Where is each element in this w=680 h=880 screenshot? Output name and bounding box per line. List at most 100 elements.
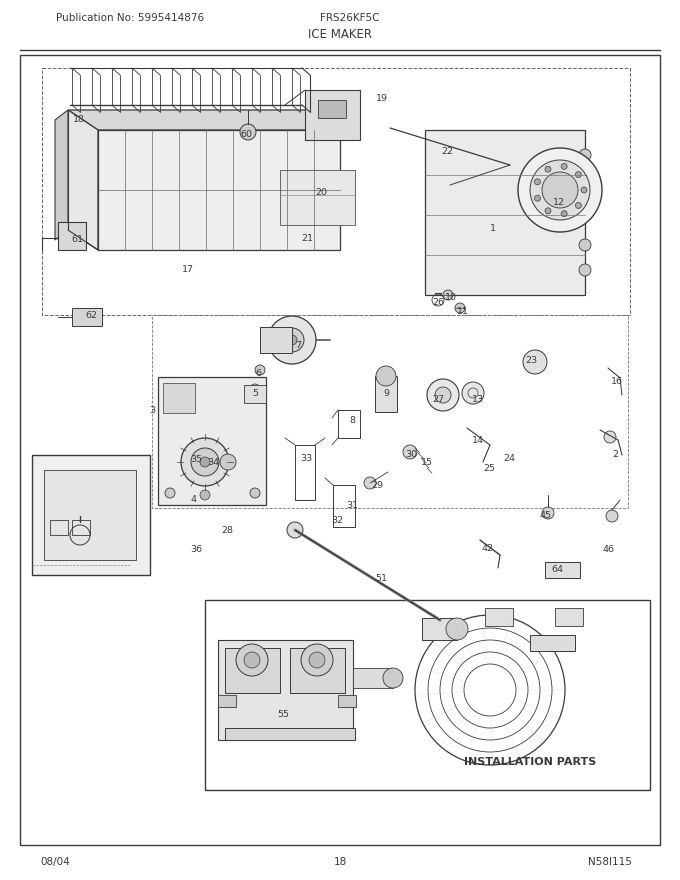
Bar xyxy=(260,327,292,353)
Circle shape xyxy=(383,668,403,688)
Text: 60: 60 xyxy=(240,129,252,138)
Bar xyxy=(333,485,355,527)
Text: 36: 36 xyxy=(190,545,202,554)
Text: 46: 46 xyxy=(603,545,615,554)
Text: 16: 16 xyxy=(611,377,623,385)
Bar xyxy=(32,455,150,575)
Bar xyxy=(338,410,360,438)
Text: 34: 34 xyxy=(207,458,219,466)
Circle shape xyxy=(200,490,210,500)
Circle shape xyxy=(364,477,376,489)
Circle shape xyxy=(530,160,590,220)
Bar xyxy=(20,55,660,845)
Bar xyxy=(425,130,585,295)
Circle shape xyxy=(443,290,453,300)
Circle shape xyxy=(561,164,567,169)
Bar xyxy=(555,608,583,626)
Text: 15: 15 xyxy=(421,458,433,466)
Circle shape xyxy=(545,208,551,214)
Circle shape xyxy=(579,264,591,276)
Text: 18: 18 xyxy=(333,857,347,867)
Circle shape xyxy=(435,387,451,403)
Circle shape xyxy=(220,454,236,470)
Polygon shape xyxy=(68,110,340,130)
Bar xyxy=(485,608,513,626)
Text: 61: 61 xyxy=(71,234,83,244)
Bar xyxy=(205,600,650,790)
Bar xyxy=(244,385,266,403)
Circle shape xyxy=(579,149,591,161)
Circle shape xyxy=(581,187,587,193)
Circle shape xyxy=(455,303,465,313)
Circle shape xyxy=(255,365,265,375)
Bar xyxy=(158,377,266,505)
Text: 1: 1 xyxy=(490,224,496,232)
Circle shape xyxy=(561,210,567,216)
Text: 3: 3 xyxy=(149,406,155,414)
Bar xyxy=(545,562,580,578)
Circle shape xyxy=(523,350,547,374)
Text: 6: 6 xyxy=(255,369,261,378)
Circle shape xyxy=(287,335,297,345)
Circle shape xyxy=(200,457,210,467)
Text: 22: 22 xyxy=(441,146,453,156)
Circle shape xyxy=(542,507,554,519)
Text: 32: 32 xyxy=(331,516,343,524)
Bar xyxy=(218,640,353,740)
Circle shape xyxy=(376,366,396,386)
Circle shape xyxy=(301,644,333,676)
Text: 29: 29 xyxy=(371,480,383,489)
Text: 2: 2 xyxy=(612,450,618,458)
Text: N58I115: N58I115 xyxy=(588,857,632,867)
Circle shape xyxy=(191,448,219,476)
Text: 8: 8 xyxy=(349,415,355,424)
Polygon shape xyxy=(98,130,340,250)
Circle shape xyxy=(575,202,581,209)
Bar xyxy=(318,100,346,118)
Circle shape xyxy=(244,652,260,668)
Circle shape xyxy=(542,172,578,208)
Text: 11: 11 xyxy=(457,306,469,316)
Circle shape xyxy=(604,431,616,443)
Text: 7: 7 xyxy=(295,341,301,349)
Circle shape xyxy=(534,195,541,202)
Bar xyxy=(58,222,86,250)
Bar xyxy=(72,308,102,326)
Text: 30: 30 xyxy=(405,450,417,458)
Text: 10: 10 xyxy=(445,292,457,302)
Circle shape xyxy=(268,316,316,364)
Bar xyxy=(225,648,280,693)
Text: ICE MAKER: ICE MAKER xyxy=(308,27,372,40)
Text: 33: 33 xyxy=(300,453,312,463)
Text: 24: 24 xyxy=(503,453,515,463)
Polygon shape xyxy=(68,110,98,250)
Text: 19: 19 xyxy=(376,93,388,102)
Text: 08/04: 08/04 xyxy=(40,857,70,867)
Text: 31: 31 xyxy=(346,501,358,510)
Text: 5: 5 xyxy=(252,388,258,398)
Circle shape xyxy=(545,166,551,172)
Text: 20: 20 xyxy=(315,187,327,196)
Text: 12: 12 xyxy=(553,197,565,207)
Circle shape xyxy=(309,652,325,668)
Text: 35: 35 xyxy=(190,454,202,464)
Circle shape xyxy=(240,124,256,140)
Bar xyxy=(290,648,345,693)
Circle shape xyxy=(250,488,260,498)
Text: Publication No: 5995414876: Publication No: 5995414876 xyxy=(56,13,204,23)
Bar xyxy=(353,668,393,688)
Text: 21: 21 xyxy=(301,233,313,243)
Text: 45: 45 xyxy=(540,510,552,519)
Circle shape xyxy=(236,644,268,676)
Text: INSTALLATION PARTS: INSTALLATION PARTS xyxy=(464,757,596,767)
Text: 26: 26 xyxy=(432,297,444,306)
Circle shape xyxy=(280,328,304,352)
Circle shape xyxy=(579,179,591,191)
Text: 28: 28 xyxy=(221,525,233,534)
Text: FRS26KF5C: FRS26KF5C xyxy=(320,13,379,23)
Circle shape xyxy=(403,445,417,459)
Bar xyxy=(295,445,315,500)
Text: 64: 64 xyxy=(551,564,563,574)
Bar xyxy=(338,695,356,707)
Text: 14: 14 xyxy=(472,436,484,444)
